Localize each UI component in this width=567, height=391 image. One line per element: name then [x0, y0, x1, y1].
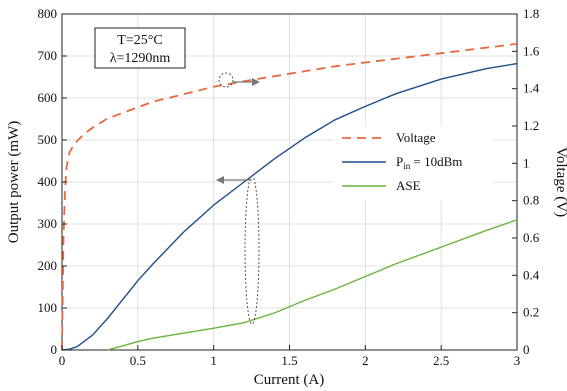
power-arrow-head: [216, 176, 224, 184]
y-left-tick-label: 700: [38, 48, 58, 63]
series-line-voltage: [61, 43, 518, 351]
series-line-ase: [107, 219, 518, 351]
y-left-tick-label: 500: [38, 132, 58, 147]
temperature-label: T=25°C: [117, 33, 162, 48]
legend-pin-label: Pin = 10dBm: [396, 154, 462, 171]
x-axis-ticks: 0 0.5 1 1.5 2 2.5 3: [59, 345, 521, 368]
legend-ase-label: ASE: [396, 178, 421, 193]
y-right-tick-label: 1.6: [523, 43, 540, 58]
x-axis-title: Current (A): [254, 372, 324, 388]
x-tick-label: 2.5: [433, 353, 449, 368]
power-ellipse: [244, 175, 260, 325]
voltage-ellipse: [218, 72, 234, 88]
y-right-tick-label: 0.8: [523, 193, 539, 208]
y-left-tick-label: 400: [38, 174, 58, 189]
y-left-tick-label: 0: [51, 342, 58, 357]
y-left-tick-label: 800: [38, 6, 58, 21]
y-left-tick-label: 300: [38, 216, 58, 231]
y-left-tick-label: 600: [38, 90, 58, 105]
y-right-tick-label: 1: [523, 155, 530, 170]
x-tick-label: 1: [210, 353, 217, 368]
y-right-tick-label: 0: [523, 342, 530, 357]
y-right-tick-label: 1.4: [523, 81, 540, 96]
x-tick-label: 0.5: [130, 353, 146, 368]
wavelength-label: λ=1290nm: [110, 51, 171, 66]
annotations: [216, 72, 260, 325]
x-tick-label: 0: [59, 353, 66, 368]
legend: Voltage Pin = 10dBm ASE: [334, 126, 494, 200]
series-line-pin: [61, 62, 518, 351]
y-right-tick-label: 0.2: [523, 305, 539, 320]
y-left-tick-label: 200: [38, 258, 58, 273]
y-right-axis-ticks: 0 0.2 0.4 0.6 0.8 1 1.2 1.4 1.6 1.8: [512, 6, 540, 357]
y-right-tick-label: 0.6: [523, 230, 540, 245]
y-left-tick-label: 100: [38, 300, 58, 315]
y-right-tick-label: 0.4: [523, 267, 540, 282]
x-tick-label: 2: [362, 353, 369, 368]
legend-voltage-label: Voltage: [396, 130, 436, 145]
x-tick-label: 3: [514, 353, 521, 368]
voltage-arrow-head: [252, 78, 260, 86]
x-tick-label: 1.5: [281, 353, 297, 368]
y-left-axis-ticks: 0 100 200 300 400 500 600 700 800: [38, 6, 67, 357]
y-right-tick-label: 1.8: [523, 6, 539, 21]
y-right-tick-label: 1.2: [523, 118, 539, 133]
series: [61, 43, 518, 351]
info-box: T=25°C λ=1290nm: [94, 27, 186, 69]
y-left-axis-title: Output power (mW): [6, 121, 22, 243]
y-right-axis-title: Voltage (V): [553, 147, 567, 217]
